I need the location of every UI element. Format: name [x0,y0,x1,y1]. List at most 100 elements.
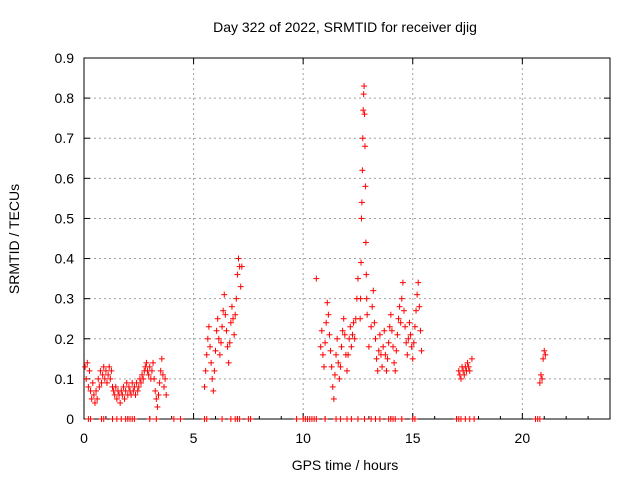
data-point [391,359,398,366]
data-point [220,307,227,314]
x-tick-label: 10 [295,430,311,446]
data-point [380,343,387,350]
data-point [358,259,365,266]
data-point [233,295,240,302]
x-tick-label: 0 [80,430,88,446]
data-point [382,351,389,358]
y-tick-label: 0.9 [55,50,75,66]
data-point [154,403,161,410]
data-point [417,327,424,334]
data-point [397,319,404,326]
data-point [388,327,395,334]
data-point [466,367,473,374]
plot-frame [83,57,611,420]
data-point [358,199,365,206]
data-point [361,111,368,118]
data-point [385,339,392,346]
data-point [125,383,132,390]
data-point [354,416,361,422]
data-point [331,371,338,378]
data-point [409,355,416,362]
data-point [117,399,124,406]
data-point [151,375,158,382]
data-point [358,215,365,222]
data-point [102,367,109,374]
data-point [163,391,170,398]
data-point [226,339,233,346]
data-point [221,291,228,298]
data-point [98,379,105,386]
data-point [237,283,244,290]
data-point [104,379,111,386]
data-point [101,375,108,382]
data-point [113,395,120,402]
data-point [203,351,210,358]
data-point [328,363,335,370]
data-point [108,367,115,374]
data-point [140,375,147,382]
data-point [204,335,211,342]
data-point [97,367,104,374]
data-point [131,416,138,422]
data-point [354,275,361,282]
chart-title: Day 322 of 2022, SRMTID for receiver dji… [213,19,477,35]
data-point [208,359,215,366]
data-point [107,375,114,382]
data-point [334,335,341,342]
data-point [322,416,329,422]
data-point [333,351,340,358]
grid-lines [84,58,610,419]
data-point [371,319,378,326]
data-point [363,271,370,278]
data-point [153,395,160,402]
data-point [361,416,368,422]
data-point [339,327,346,334]
data-point [403,339,410,346]
data-point [318,327,325,334]
data-point [162,375,169,382]
data-point [160,383,167,390]
data-point [153,416,160,422]
data-point [347,323,354,330]
y-tick-label: 0.5 [55,210,75,226]
data-point [400,307,407,314]
data-point [156,379,163,386]
data-point [139,371,146,378]
data-point [384,355,391,362]
data-point [394,331,401,338]
data-point [203,416,210,422]
data-point [157,367,164,374]
data-points [82,83,549,422]
data-point [99,371,106,378]
data-point [411,323,418,330]
data-point [121,395,128,402]
data-point [414,291,421,298]
data-point [413,307,420,314]
data-point [213,327,220,334]
data-point [348,416,355,422]
x-tick-label: 20 [515,430,531,446]
data-point [152,387,159,394]
data-point [542,351,549,358]
data-point [155,391,162,398]
data-point [146,363,153,370]
data-point [411,416,418,422]
data-point [211,367,218,374]
data-point [100,416,107,422]
data-point [148,367,155,374]
data-point [145,371,152,378]
data-point [235,255,242,262]
data-point [223,327,230,334]
data-point [374,367,381,374]
data-point [84,359,91,366]
data-point [201,383,208,390]
data-point [461,371,468,378]
data-point [232,311,239,318]
data-point [322,339,329,346]
data-point [222,311,229,318]
data-point [468,355,475,362]
data-point [376,416,383,422]
data-point [418,347,425,354]
data-point [381,327,388,334]
data-point [392,367,399,374]
